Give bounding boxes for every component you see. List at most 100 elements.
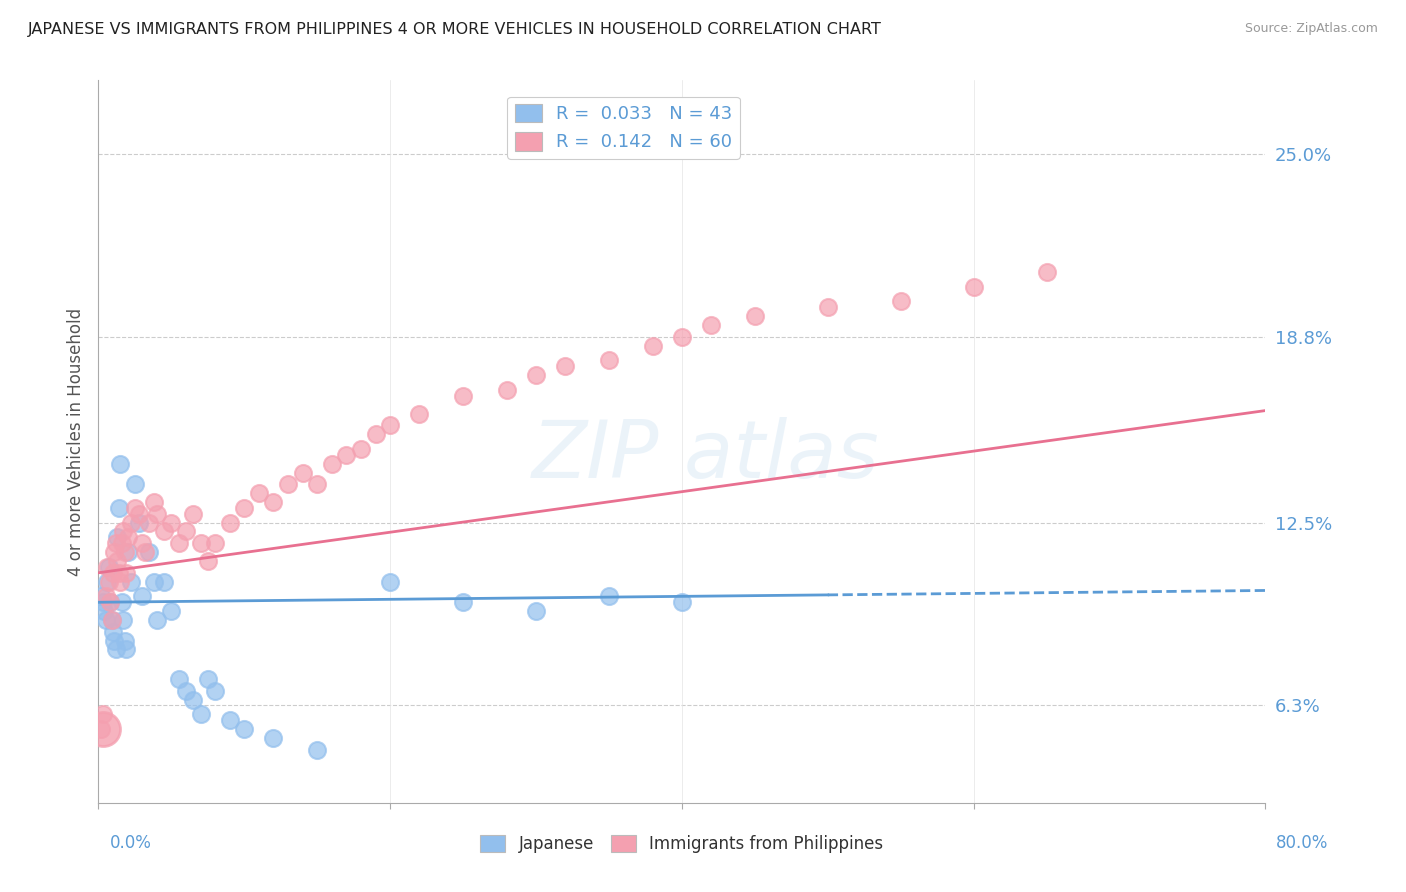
Point bbox=[90, 590, 112, 604]
Point bbox=[117, 545, 139, 559]
Point bbox=[247, 486, 270, 500]
Point bbox=[233, 500, 256, 515]
Point bbox=[91, 707, 114, 722]
Point bbox=[380, 418, 402, 433]
Point bbox=[671, 595, 693, 609]
Point bbox=[94, 613, 117, 627]
Point bbox=[364, 427, 387, 442]
Point bbox=[451, 595, 474, 609]
Point bbox=[153, 574, 176, 589]
Point bbox=[890, 294, 912, 309]
Point bbox=[96, 574, 118, 589]
Point bbox=[641, 339, 664, 353]
Point bbox=[307, 742, 329, 756]
Text: 0.0%: 0.0% bbox=[110, 834, 152, 852]
Point bbox=[671, 330, 693, 344]
Point bbox=[128, 516, 150, 530]
Point bbox=[128, 507, 150, 521]
Point bbox=[108, 500, 131, 515]
Point bbox=[554, 359, 576, 374]
Point bbox=[524, 368, 547, 383]
Point bbox=[115, 642, 138, 657]
Point bbox=[120, 516, 142, 530]
Point bbox=[111, 595, 134, 609]
Point bbox=[181, 692, 204, 706]
Point bbox=[146, 613, 169, 627]
Point bbox=[204, 536, 226, 550]
Point bbox=[524, 604, 547, 618]
Point bbox=[181, 507, 204, 521]
Point bbox=[124, 500, 146, 515]
Point bbox=[291, 466, 314, 480]
Point bbox=[100, 613, 122, 627]
Point bbox=[277, 477, 299, 491]
Point bbox=[598, 353, 620, 368]
Point bbox=[197, 672, 219, 686]
Point bbox=[101, 624, 124, 639]
Point bbox=[174, 524, 197, 539]
Point bbox=[93, 604, 115, 618]
Text: ZIP atlas: ZIP atlas bbox=[531, 417, 879, 495]
Point bbox=[496, 383, 519, 397]
Point bbox=[97, 574, 120, 589]
Point bbox=[100, 613, 122, 627]
Point bbox=[218, 516, 240, 530]
Point bbox=[598, 590, 620, 604]
Point bbox=[142, 574, 165, 589]
Point bbox=[98, 595, 121, 609]
Point bbox=[218, 713, 240, 727]
Point bbox=[962, 279, 984, 293]
Point bbox=[817, 301, 839, 315]
Point bbox=[105, 554, 128, 568]
Point bbox=[101, 566, 124, 580]
Point bbox=[262, 495, 284, 509]
Point bbox=[91, 722, 114, 736]
Point bbox=[335, 448, 357, 462]
Point bbox=[98, 595, 121, 609]
Point bbox=[131, 536, 153, 550]
Point bbox=[110, 574, 132, 589]
Point bbox=[108, 566, 131, 580]
Legend: Japanese, Immigrants from Philippines: Japanese, Immigrants from Philippines bbox=[474, 828, 890, 860]
Point bbox=[307, 477, 329, 491]
Point bbox=[142, 495, 165, 509]
Point bbox=[138, 545, 160, 559]
Point bbox=[190, 536, 212, 550]
Point bbox=[408, 407, 430, 421]
Point bbox=[94, 590, 117, 604]
Point bbox=[134, 545, 156, 559]
Point bbox=[1035, 265, 1057, 279]
Point bbox=[138, 516, 160, 530]
Point bbox=[114, 633, 136, 648]
Point bbox=[744, 309, 766, 323]
Point bbox=[160, 516, 183, 530]
Point bbox=[700, 318, 723, 332]
Point bbox=[174, 683, 197, 698]
Point bbox=[167, 536, 190, 550]
Point bbox=[110, 457, 132, 471]
Point bbox=[131, 590, 153, 604]
Point bbox=[167, 672, 190, 686]
Point bbox=[114, 545, 136, 559]
Point bbox=[233, 722, 256, 736]
Point bbox=[115, 566, 138, 580]
Point bbox=[262, 731, 284, 745]
Point bbox=[111, 536, 134, 550]
Point bbox=[153, 524, 176, 539]
Point bbox=[91, 595, 114, 609]
Point bbox=[160, 604, 183, 618]
Text: 80.0%: 80.0% bbox=[1277, 834, 1329, 852]
Point bbox=[112, 524, 135, 539]
Point bbox=[197, 554, 219, 568]
Point bbox=[321, 457, 343, 471]
Point bbox=[380, 574, 402, 589]
Point bbox=[103, 633, 125, 648]
Point bbox=[146, 507, 169, 521]
Point bbox=[124, 477, 146, 491]
Point bbox=[350, 442, 373, 456]
Text: JAPANESE VS IMMIGRANTS FROM PHILIPPINES 4 OR MORE VEHICLES IN HOUSEHOLD CORRELAT: JAPANESE VS IMMIGRANTS FROM PHILIPPINES … bbox=[28, 22, 882, 37]
Point bbox=[96, 560, 118, 574]
Point bbox=[105, 530, 128, 544]
Y-axis label: 4 or more Vehicles in Household: 4 or more Vehicles in Household bbox=[66, 308, 84, 575]
Point bbox=[97, 560, 120, 574]
